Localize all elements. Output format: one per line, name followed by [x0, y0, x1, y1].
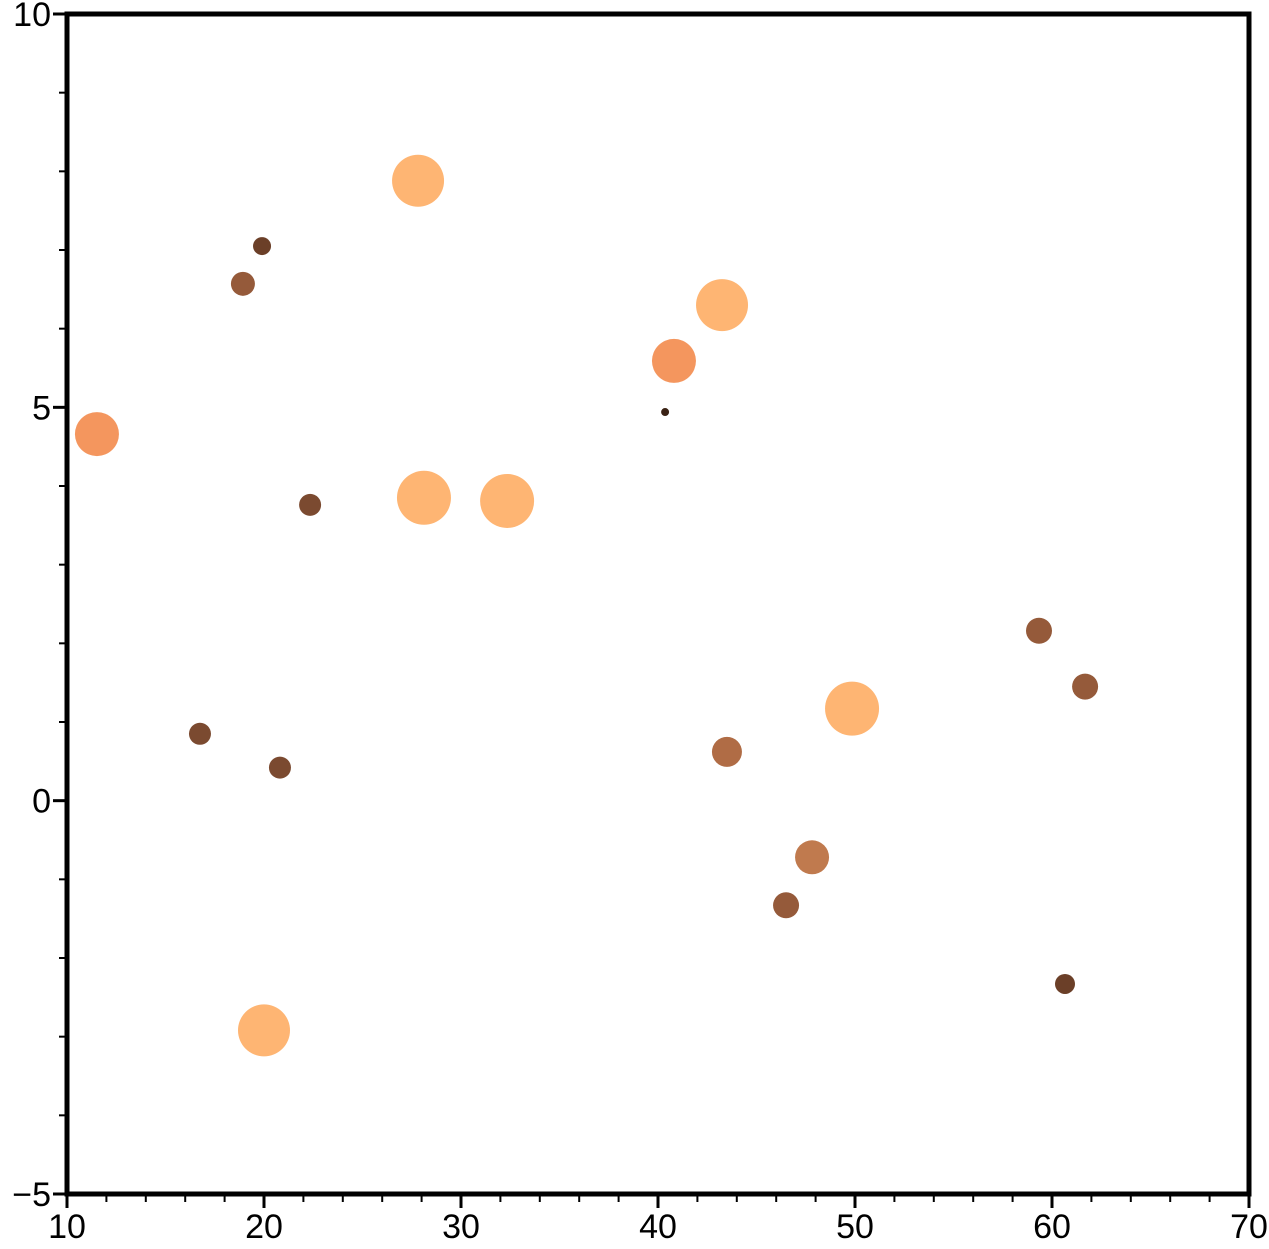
point — [480, 473, 535, 528]
x-tick-label: 50 — [836, 1208, 874, 1246]
x-tick-label: 60 — [1033, 1208, 1071, 1246]
point — [230, 271, 255, 296]
y-tick-label: −5 — [12, 1176, 51, 1214]
point — [773, 892, 800, 919]
point — [651, 338, 696, 383]
point — [1055, 973, 1076, 994]
point — [188, 722, 211, 745]
point — [268, 756, 291, 779]
y-tick-label: 10 — [13, 0, 51, 34]
x-tick-label: 10 — [48, 1208, 86, 1246]
frame — [64, 11, 1252, 1197]
x-tick-label: 30 — [442, 1208, 480, 1246]
point — [696, 279, 749, 332]
point — [396, 470, 451, 525]
point — [1025, 617, 1052, 644]
point — [661, 408, 670, 417]
point — [825, 681, 880, 736]
x-tick-label: 40 — [639, 1208, 677, 1246]
x-tick-label: 70 — [1230, 1208, 1268, 1246]
point — [711, 736, 742, 767]
x-tick-label: 20 — [245, 1208, 283, 1246]
point — [392, 154, 445, 207]
y-tick-label: 5 — [32, 389, 51, 427]
point — [238, 1004, 290, 1057]
point — [795, 840, 830, 875]
point — [1072, 673, 1099, 700]
y-tick-label: 0 — [32, 783, 51, 821]
point — [299, 493, 322, 516]
point — [253, 237, 272, 256]
point — [74, 412, 119, 457]
